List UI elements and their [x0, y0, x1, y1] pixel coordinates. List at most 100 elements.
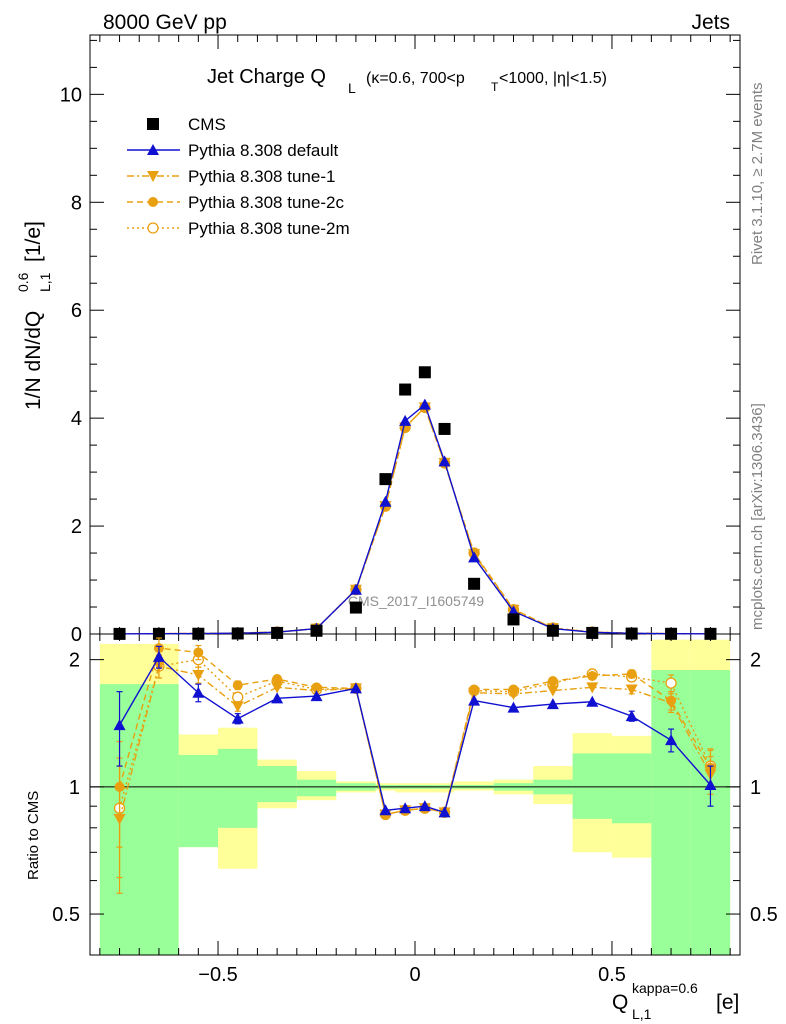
svg-text:<1000, |η|<1.5): <1000, |η|<1.5)	[499, 70, 607, 87]
ratio-point-tune1	[665, 697, 678, 709]
process-label: Jets	[691, 11, 730, 34]
cms-data-point	[468, 577, 481, 590]
x-label-sup: kappa=0.6	[632, 980, 698, 996]
cms-data-point	[349, 601, 362, 614]
ratio-point-default	[586, 695, 599, 707]
cms-data-point	[546, 624, 559, 637]
legend-label-tune2c: Pythia 8.308 tune-2c	[188, 193, 344, 212]
ratio-point-tune2c	[272, 673, 283, 684]
legend-label-default: Pythia 8.308 default	[188, 141, 339, 160]
ratio-point-default	[507, 701, 520, 713]
main-y-tick-label: 4	[71, 408, 82, 430]
cms-data-point	[418, 366, 431, 379]
legend-marker-cms	[147, 118, 159, 130]
ratio-point-default	[546, 698, 559, 710]
svg-text:Jet Charge Q: Jet Charge Q	[207, 66, 326, 88]
ratio-point-default	[271, 692, 284, 704]
inner-band-bin	[611, 753, 652, 824]
ratio-point-default	[438, 806, 451, 818]
ratio-point-tune1	[468, 687, 481, 699]
inner-band-bin	[690, 670, 731, 955]
cms-data-point	[192, 627, 205, 640]
main-y-tick-label: 8	[71, 192, 82, 214]
cms-data-point	[625, 627, 638, 640]
inner-band-bin	[296, 779, 337, 797]
ratio-point-tune2m	[232, 691, 244, 703]
ratio-point-default	[231, 712, 244, 724]
x-tick-label: 0.5	[598, 964, 626, 986]
ratio-point-default	[625, 710, 638, 722]
inner-band-bin	[178, 754, 219, 848]
legend-label-tune2m: Pythia 8.308 tune-2m	[188, 219, 350, 238]
legend-marker-default	[147, 144, 159, 155]
main-line-default	[119, 403, 711, 635]
svg-text:(κ=0.6, 700<p: (κ=0.6, 700<p	[366, 70, 465, 87]
plot-title-end: <1000, |η|<1.5)	[499, 70, 607, 87]
cms-data-point	[379, 473, 392, 486]
ratio-series-layer	[113, 637, 717, 894]
ratio-point-tune1	[192, 669, 205, 681]
ratio-point-default	[665, 734, 678, 746]
ratio-point-default	[310, 690, 323, 702]
main-point-default	[349, 583, 362, 595]
x-tick-label: −0.5	[198, 964, 237, 986]
cms-data-point	[586, 626, 599, 639]
x-label-main: Q	[612, 991, 628, 1014]
ratio-point-default	[399, 802, 412, 814]
legend-marker-tune2c	[148, 197, 158, 207]
y-label-unit: [1/e]	[22, 221, 45, 262]
ratio-line-tune1	[118, 665, 712, 820]
x-label-unit: [e]	[716, 991, 739, 1014]
ratio-point-tune1	[546, 685, 559, 697]
ratio-point-tune2c	[232, 680, 243, 691]
inner-band-bin	[99, 684, 179, 955]
y-label-text: 1/N dN/dQ	[22, 311, 45, 410]
ratio-point-tune1	[271, 682, 284, 694]
mcplots-credit: mcplots.cern.ch [arXiv:1306.3436]	[749, 403, 766, 630]
cms-data-point	[399, 383, 412, 396]
ratio-point-tune2c	[626, 668, 637, 679]
main-y-tick-label: 0	[71, 624, 82, 646]
inner-band-bin	[257, 766, 297, 803]
legend: CMS Pythia 8.308 default Pythia 8.308 tune…	[127, 115, 350, 238]
ratio-y-tick-label: 2	[69, 650, 80, 672]
svg-text:1/N dN/dQ: 1/N dN/dQ	[22, 311, 45, 410]
plot-title-pt-sub: T	[491, 80, 499, 94]
ratio-point-default	[418, 800, 431, 812]
ratio-y-label: Ratio to CMS	[25, 791, 42, 880]
ratio-point-tune2m	[665, 677, 677, 689]
ratio-line-default	[118, 655, 711, 814]
cms-data-point	[113, 627, 126, 640]
main-y-label: 1/N dN/dQ 0.6 L,1 [1/e]	[15, 221, 53, 410]
cms-data-point	[704, 627, 717, 640]
rivet-version: Rivet 3.1.10, ≥ 2.7M events	[749, 83, 766, 266]
y-label-sub: L,1	[37, 272, 53, 292]
inner-band-bin	[218, 748, 258, 828]
ratio-point-default	[113, 719, 126, 731]
energy-label: 8000 GeV pp	[103, 11, 227, 34]
ratio-point-default	[152, 650, 165, 662]
main-y-tick-label: 10	[60, 84, 82, 106]
analysis-watermark: CMS_2017_I1605749	[348, 593, 484, 609]
legend-label-cms: CMS	[188, 115, 226, 134]
legend-marker-tune2m	[147, 222, 159, 234]
inner-band-bin	[572, 753, 612, 819]
main-y-tick-label: 2	[71, 516, 82, 538]
cms-data-point	[507, 613, 520, 626]
cms-data-point	[438, 422, 451, 435]
ratio-line-tune2m	[118, 658, 712, 816]
main-point-default	[418, 398, 431, 410]
ratio-point-tune2c	[193, 647, 204, 658]
legend-label-tune1: Pythia 8.308 tune-1	[188, 167, 335, 186]
x-axis-label: Q kappa=0.6 L,1 [e]	[612, 980, 739, 1022]
ratio-point-tune2c	[547, 676, 558, 687]
main-point-default	[399, 414, 412, 426]
ratio-point-tune1	[113, 813, 126, 825]
ratio-point-tune1	[586, 682, 599, 694]
cms-data-point	[310, 624, 323, 637]
ratio-uncertainty-bands	[99, 639, 731, 955]
main-y-tick-label: 6	[71, 300, 82, 322]
cms-data-point	[152, 627, 165, 640]
main-point-default	[438, 455, 451, 467]
